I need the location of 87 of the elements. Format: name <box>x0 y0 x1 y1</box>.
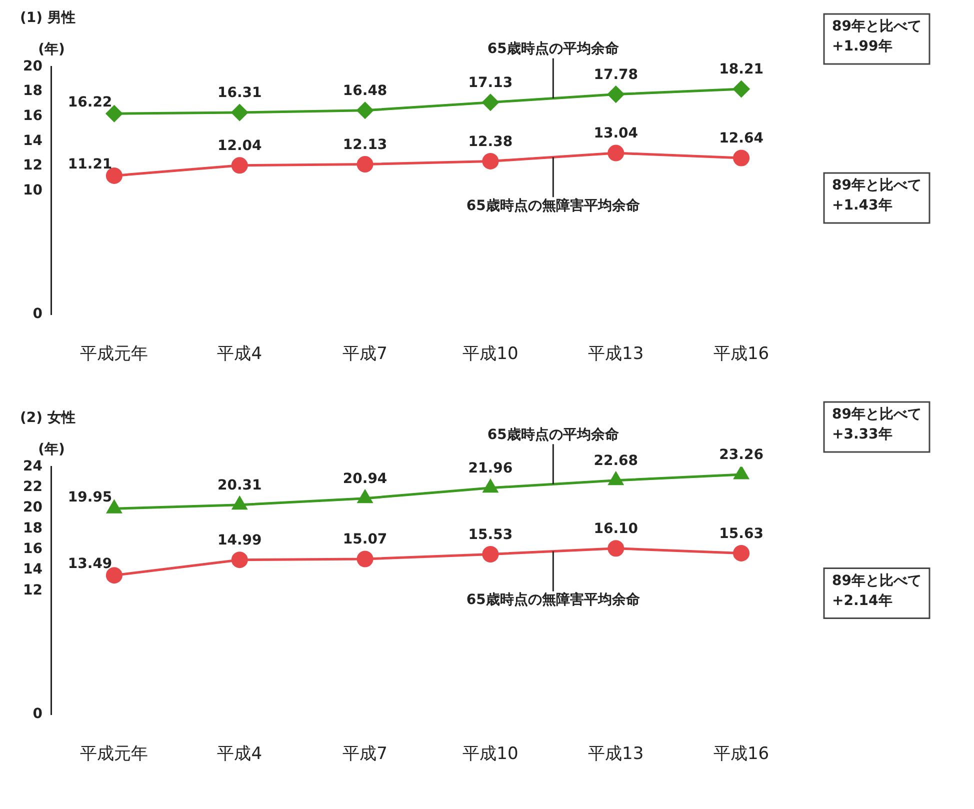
data-label: 15.53 <box>468 526 513 543</box>
point <box>106 105 122 122</box>
y-tick-label: 16 <box>23 108 42 124</box>
y-tick-label: 14 <box>23 562 43 578</box>
text: 65歳時点の無障害平均余命 <box>466 196 641 214</box>
point <box>482 546 499 563</box>
x-tick-label: 平成13 <box>588 344 644 364</box>
data-label: 18.21 <box>719 62 764 78</box>
point <box>608 472 624 486</box>
point <box>482 152 499 170</box>
text: 65歳時点の平均余命 <box>487 426 620 443</box>
data-label: 12.38 <box>468 134 513 150</box>
x-tick-label: 平成元年 <box>80 744 148 764</box>
data-label: 23.26 <box>719 447 764 464</box>
y-tick-label: 12 <box>23 582 42 598</box>
x-tick-label: 平成7 <box>342 744 388 764</box>
point <box>231 104 248 121</box>
chart-title: (2) 女性 <box>20 410 76 426</box>
x-tick-label: 平成4 <box>217 344 262 364</box>
text: 65歳時点の平均余命 <box>487 40 620 57</box>
y-axis-title: (年) <box>38 441 65 458</box>
point <box>733 544 750 562</box>
chart-title: (1) 男性 <box>20 10 76 26</box>
text: 89年と比べて +3.33年 <box>832 406 922 443</box>
data-label: 13.49 <box>68 556 112 572</box>
text: 65歳時点の無障害平均余命 <box>466 590 641 608</box>
y-tick-label: 0 <box>32 706 43 722</box>
point <box>106 567 122 584</box>
x-tick-label: 平成16 <box>713 744 770 764</box>
data-label: 16.31 <box>217 85 262 102</box>
point <box>608 144 624 162</box>
y-tick-label: 24 <box>23 458 43 474</box>
point <box>231 552 248 568</box>
data-label: 19.95 <box>68 489 112 506</box>
text: 89年と比べて +1.99年 <box>832 18 922 55</box>
point <box>483 480 498 493</box>
data-label: 14.99 <box>217 532 262 548</box>
data-label: 16.10 <box>594 521 638 538</box>
point <box>232 496 247 510</box>
data-label: 15.07 <box>342 532 388 548</box>
x-tick-label: 平成10 <box>462 344 518 364</box>
y-tick-label: 10 <box>23 182 43 198</box>
point <box>356 550 374 568</box>
data-label: 13.04 <box>594 126 638 142</box>
y-tick-label: 20 <box>23 58 43 74</box>
data-label: 12.04 <box>217 138 262 154</box>
y-tick-label: 18 <box>23 83 42 100</box>
data-label: 17.13 <box>468 75 513 91</box>
text: 89年と比べて +2.14年 <box>832 572 922 609</box>
point <box>358 490 372 504</box>
data-label: 22.68 <box>594 453 638 470</box>
point <box>231 157 248 174</box>
point <box>608 540 624 557</box>
point <box>608 86 624 103</box>
data-label: 21.96 <box>468 460 513 477</box>
y-tick-label: 12 <box>23 158 42 174</box>
y-tick-label: 18 <box>23 520 42 536</box>
data-label: 15.63 <box>719 526 764 542</box>
data-label: 17.78 <box>594 66 638 83</box>
x-tick-label: 平成元年 <box>80 344 148 364</box>
point <box>733 80 750 98</box>
y-tick-label: 22 <box>23 479 42 496</box>
data-label: 16.22 <box>68 94 112 110</box>
data-label: 11.21 <box>68 156 112 172</box>
y-tick-label: 14 <box>23 132 43 149</box>
point <box>106 167 122 184</box>
x-tick-label: 平成13 <box>588 744 644 764</box>
y-axis-title: (年) <box>38 41 65 58</box>
point <box>106 500 122 514</box>
x-tick-label: 平成16 <box>713 344 770 364</box>
point <box>356 102 374 119</box>
data-label: 20.31 <box>217 478 262 494</box>
point <box>734 466 749 480</box>
point <box>733 150 750 166</box>
data-label: 20.94 <box>342 471 388 488</box>
point <box>356 156 374 173</box>
point <box>482 94 499 111</box>
data-label: 16.48 <box>342 83 388 100</box>
y-tick-label: 16 <box>23 541 42 558</box>
x-tick-label: 平成7 <box>342 344 388 364</box>
data-label: 12.13 <box>342 136 388 153</box>
y-tick-label: 20 <box>23 500 43 516</box>
x-tick-label: 平成10 <box>462 744 518 764</box>
text: 89年と比べて +1.43年 <box>832 178 922 214</box>
x-tick-label: 平成4 <box>217 744 262 764</box>
data-label: 12.64 <box>719 130 764 147</box>
y-tick-label: 0 <box>32 306 43 322</box>
